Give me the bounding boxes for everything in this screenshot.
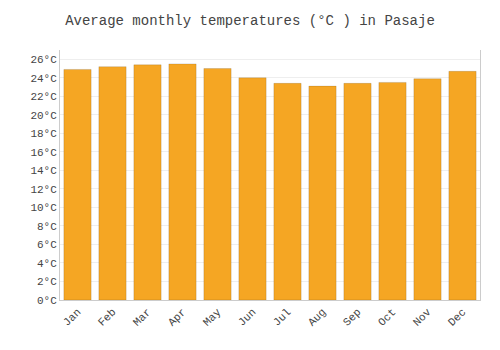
svg-text:22°C: 22°C (30, 91, 57, 103)
svg-text:Jul: Jul (271, 306, 293, 328)
svg-text:Nov: Nov (411, 306, 434, 329)
svg-text:Aug: Aug (306, 306, 328, 328)
svg-text:12°C: 12°C (30, 184, 57, 196)
svg-text:Apr: Apr (166, 306, 188, 328)
svg-text:Jun: Jun (236, 306, 258, 328)
svg-text:Mar: Mar (131, 306, 153, 328)
svg-text:24°C: 24°C (30, 73, 57, 85)
svg-text:16°C: 16°C (30, 147, 57, 159)
svg-text:6°C: 6°C (37, 239, 57, 251)
svg-text:Sep: Sep (341, 306, 363, 328)
svg-text:Average monthly temperatures (: Average monthly temperatures (°C ) in Pa… (65, 13, 435, 29)
svg-text:14°C: 14°C (30, 165, 57, 177)
svg-text:Jan: Jan (61, 306, 83, 328)
svg-text:4°C: 4°C (37, 258, 57, 270)
svg-text:8°C: 8°C (37, 221, 57, 233)
svg-text:18°C: 18°C (30, 128, 57, 140)
svg-text:Oct: Oct (376, 306, 398, 328)
svg-text:May: May (201, 306, 224, 329)
svg-text:0°C: 0°C (37, 295, 57, 307)
svg-text:Dec: Dec (446, 306, 468, 328)
svg-text:Feb: Feb (96, 306, 118, 328)
svg-text:10°C: 10°C (30, 202, 57, 214)
svg-text:2°C: 2°C (37, 276, 57, 288)
svg-text:26°C: 26°C (30, 54, 57, 66)
svg-text:20°C: 20°C (30, 110, 57, 122)
